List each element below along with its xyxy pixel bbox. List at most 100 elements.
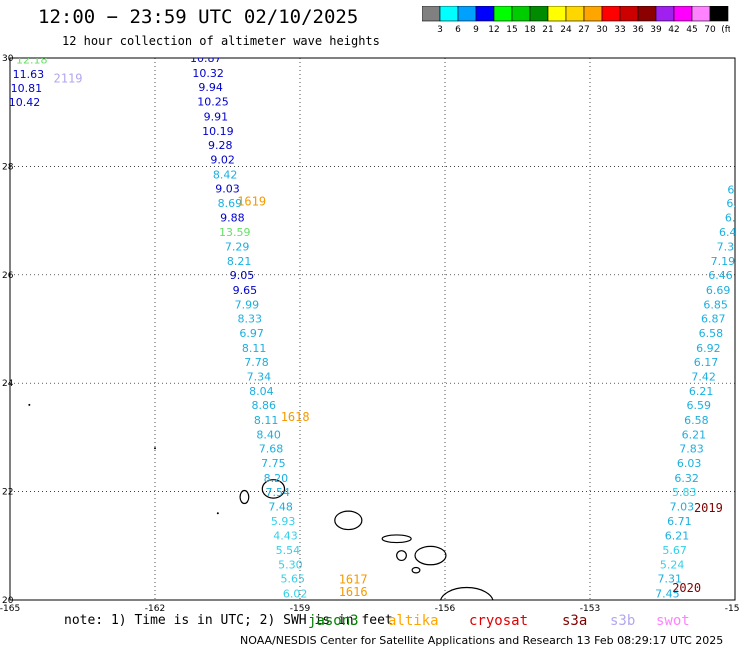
lon-tick-label: -150 [725,604,740,614]
colorbar-tick-label: 15 [506,25,517,35]
pass-time-label: 2019 [694,501,723,515]
pass-time-label: 2119 [54,71,83,85]
lon-tick-label: -156 [435,604,456,614]
wave-height-value: 13.59 [219,226,251,239]
wave-height-value: 6. [726,197,737,210]
colorbar-tick-label: 21 [542,25,553,35]
wave-height-value: 6.97 [239,327,264,340]
island-oahu [334,510,363,531]
colorbar-tick-label: 18 [524,25,536,35]
wave-height-value: 9.02 [210,154,235,167]
colorbar-swatch [709,6,729,22]
island-maui [414,545,447,566]
wave-height-value: 7.34 [247,370,272,383]
wave-height-value: 8.11 [242,342,267,355]
wave-height-value: 8.42 [213,168,238,181]
wave-height-value: 6.87 [701,312,726,325]
wave-height-value: 6.02 [283,587,308,600]
legend-item-s3a: s3a [562,613,588,629]
wave-height-value: 5.65 [281,573,306,586]
lon-tick-label: -162 [145,604,165,614]
colorbar-tick-label: 36 [632,25,644,35]
island-lanai [396,550,407,562]
wave-height-value: 6. [727,184,738,197]
wave-height-value: 5.54 [276,544,301,557]
wave-height-value: 7.19 [711,255,736,268]
lat-tick-label: 22 [2,488,13,498]
wave-height-value: 7.31 [658,573,683,586]
pass-time-label: 2020 [672,581,701,595]
map-frame [9,57,736,601]
legend-item-swot: swot [656,613,690,629]
wave-height-value: 6. [725,212,736,225]
wave-height-value: 7.78 [244,356,269,369]
wave-height-value: 5.83 [672,486,697,499]
units-note: note: 1) Time is in UTC; 2) SWH is in fe… [64,613,393,628]
colorbar-tick-label: 6 [455,25,461,35]
wave-height-value: 6.71 [667,515,692,528]
wave-height-value: 5.24 [660,559,685,572]
legend-item-s3b: s3b [610,613,636,629]
pass-time-label: 1617 [339,573,368,587]
wave-height-value: 9.28 [208,139,233,152]
wave-height-value: 6.59 [687,399,712,412]
lat-tick-label: 24 [2,379,14,389]
lat-tick-label: 28 [2,162,14,172]
wave-height-value: 7.48 [268,501,293,514]
island-molokai [381,534,412,544]
pass-time-label: 1616 [339,585,368,599]
wave-height-value: 7.29 [225,240,250,253]
wave-height-value: 6.03 [677,457,702,470]
wave-height-value: 10.42 [9,96,41,109]
wave-height-value: 6.46 [708,269,733,282]
wave-height-value: 7.42 [691,370,716,383]
wave-height-value: 6.21 [665,529,690,542]
footer-credit: NOAA/NESDIS Center for Satellite Applica… [240,634,724,647]
wave-height-value: 6.32 [674,472,699,485]
lon-tick-label: -153 [580,604,600,614]
chart-subtitle: 12 hour collection of altimeter wave hei… [62,34,380,48]
wave-height-value: 4.43 [273,529,298,542]
island-niihau [239,489,250,505]
wave-height-value: 11.63 [13,68,45,81]
island-kahoolawe [411,566,421,574]
lon-tick-label: -159 [290,604,311,614]
wave-height-value: 8.86 [252,399,277,412]
wave-height-value: 6.92 [696,342,721,355]
legend-item-cryosat: cryosat [469,613,529,629]
colorbar-tick-label: 70 [704,25,716,35]
colorbar-tick-label: 12 [488,25,499,35]
chart-title: 12:00 − 23:59 UTC 02/10/2025 [38,6,359,28]
wave-height-value: 6.58 [684,414,709,427]
colorbar-tick-label: 45 [686,25,697,35]
colorbar-tick-label: 33 [614,25,625,35]
wave-height-value: 6.85 [703,298,728,311]
wave-height-value: 5.67 [662,544,687,557]
wave-height-value: 8.20 [264,472,289,485]
wave-height-value: 5.30 [278,559,303,572]
wave-height-value: 6.69 [706,284,731,297]
legend-item-jason3: jason3 [308,613,359,629]
wave-height-value: 8.33 [237,312,262,325]
wave-height-value: 7.68 [259,443,284,456]
wave-height-value: 10.87 [190,52,222,65]
wave-height-value: 7.3 [717,240,735,253]
wave-height-value: 6.17 [694,356,719,369]
wave-height-value: 10.19 [202,125,234,138]
pass-time-label: 1619 [237,194,266,208]
lat-tick-label: 26 [2,271,14,281]
wave-height-value: 9.65 [233,284,258,297]
colorbar-tick-label: 30 [596,25,608,35]
islet-dot [154,447,156,450]
colorbar-tick-label: 3 [437,25,443,35]
colorbar-tick-label: 42 [668,25,679,35]
islet-dot [28,403,31,406]
wave-height-value: 9.05 [230,269,255,282]
wave-height-value: 9.88 [220,212,245,225]
colorbar-tick-label: (ft) [721,25,730,35]
wave-height-value: 8.21 [227,255,252,268]
wave-height-value: 8.04 [249,385,274,398]
colorbar-tick-label: 39 [650,25,662,35]
